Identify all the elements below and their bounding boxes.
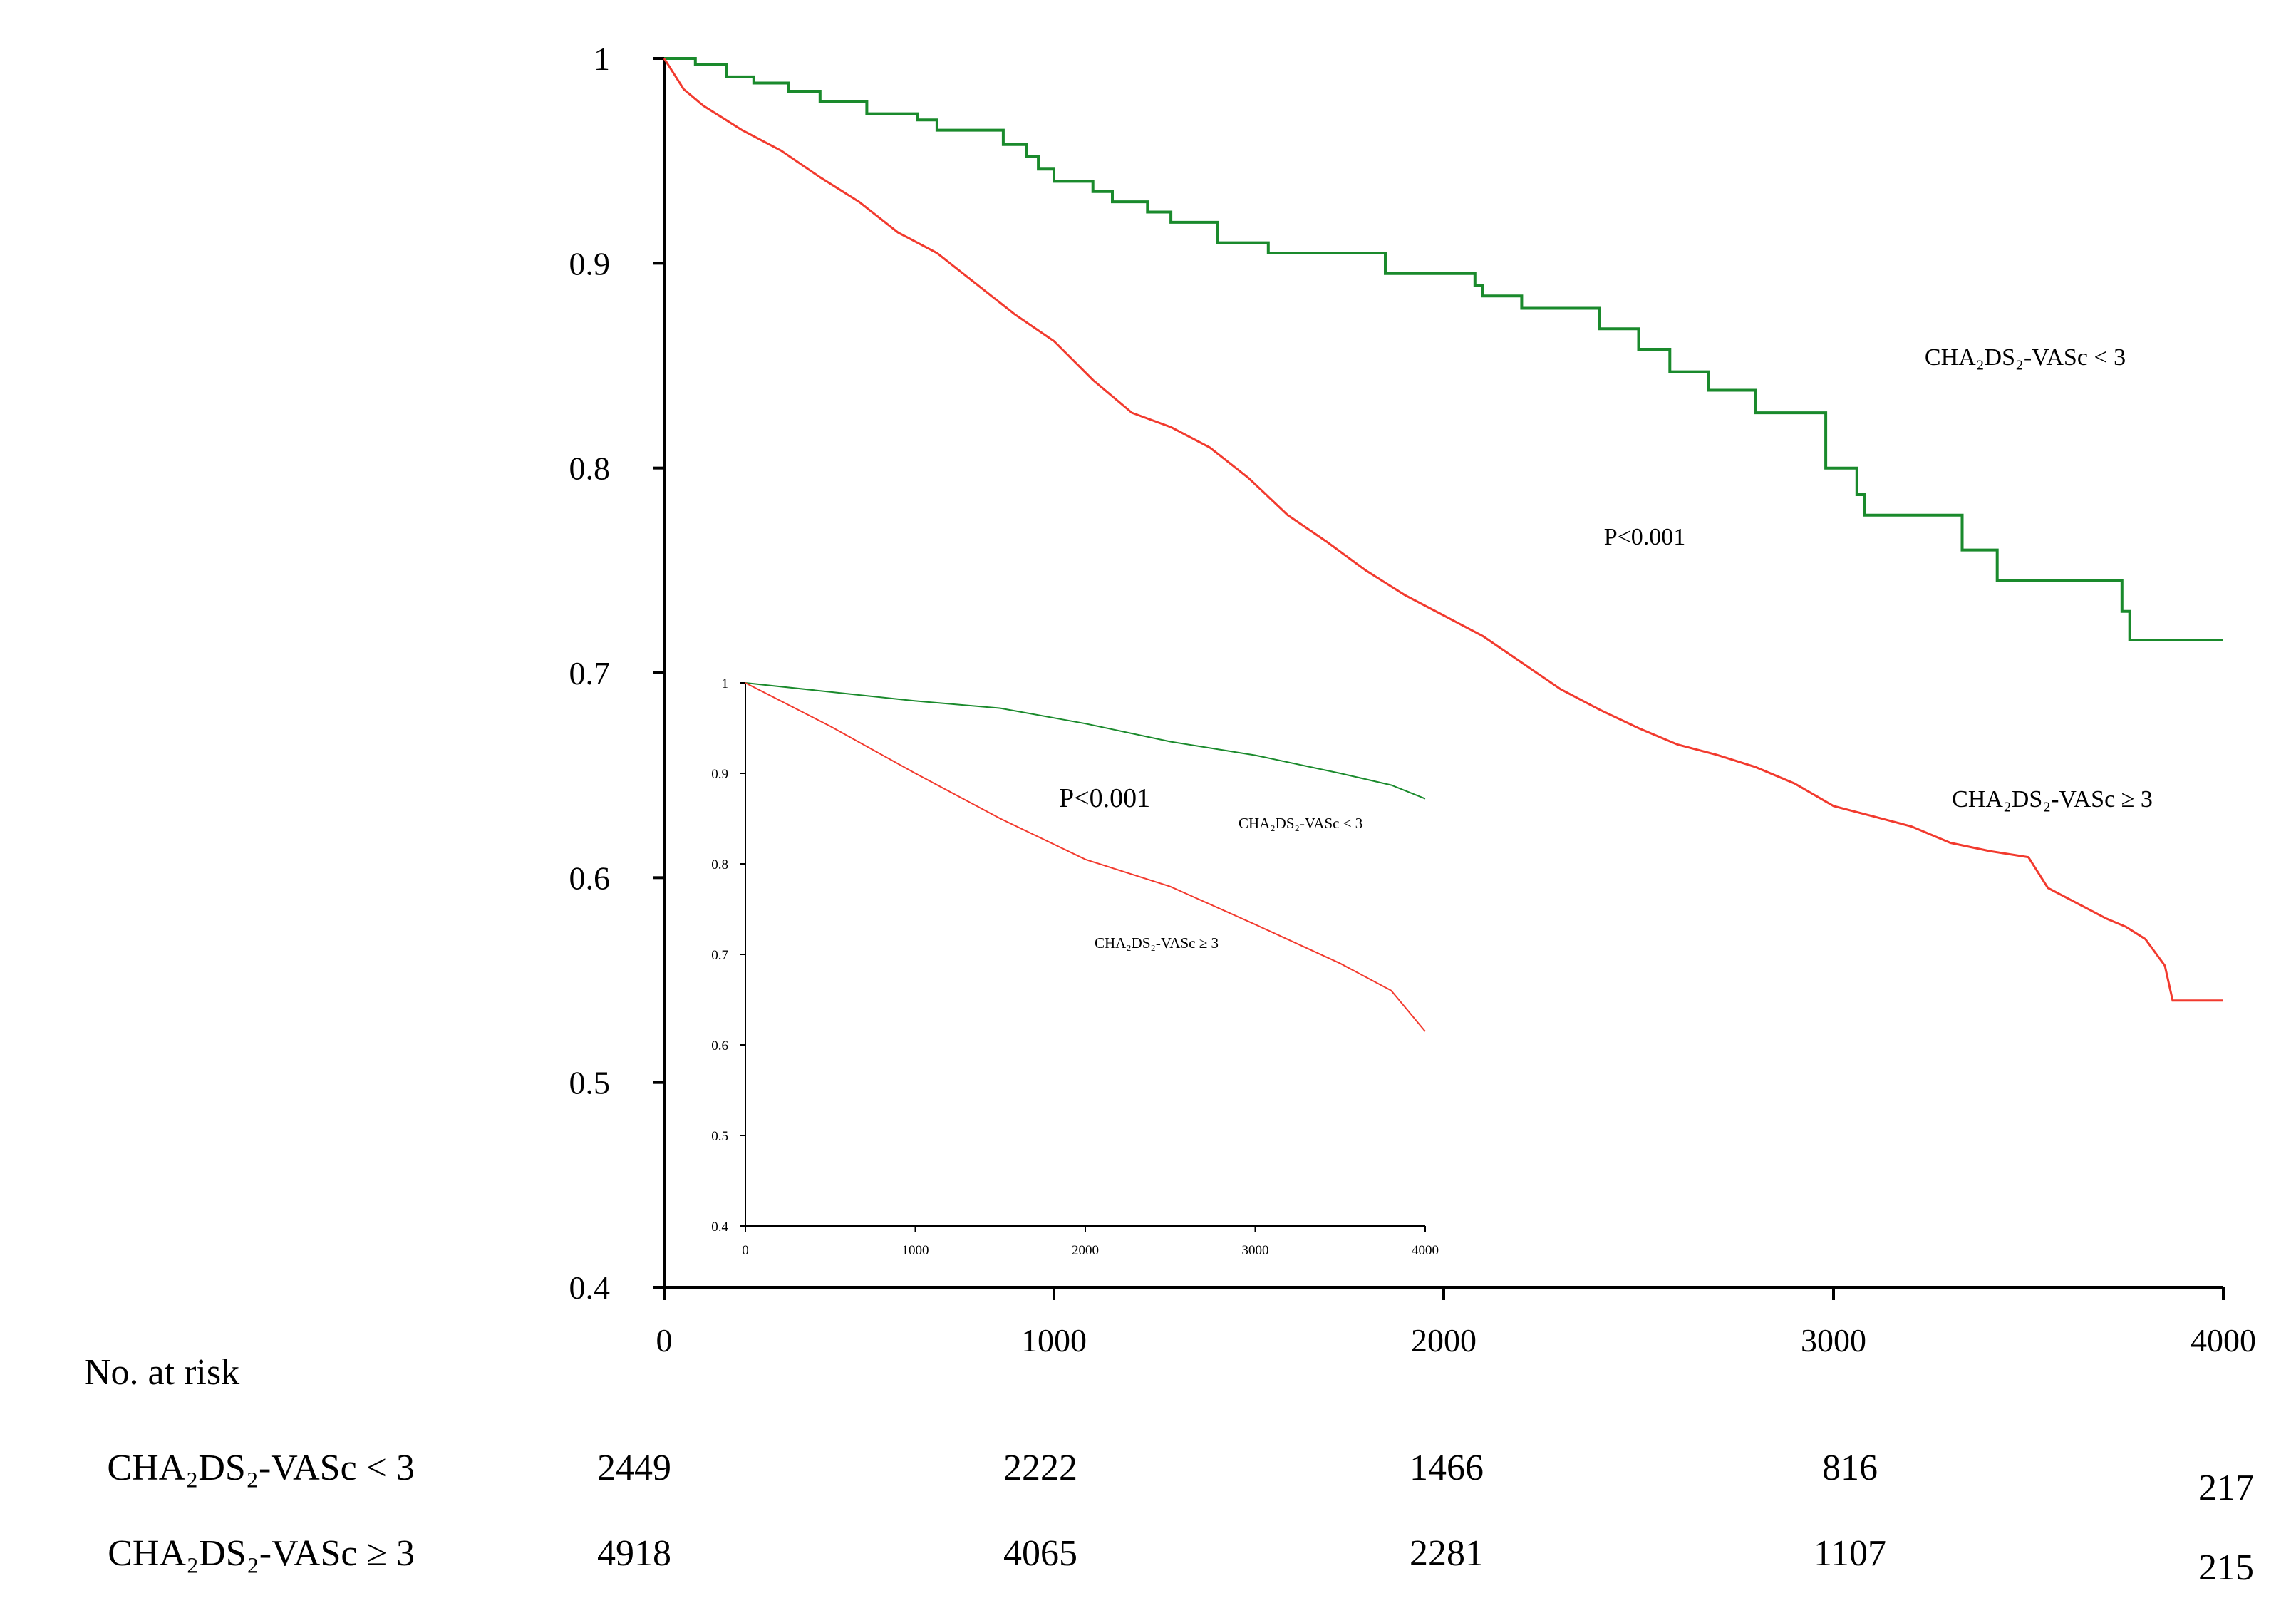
main-y-tick-label: 0.5 <box>569 1065 611 1101</box>
main-y-tick-label: 0.8 <box>569 450 611 487</box>
inset-x-tick-label: 4000 <box>1412 1243 1439 1258</box>
main-x-tick-label: 1000 <box>1021 1322 1087 1359</box>
risk-count: 2281 <box>1410 1533 1484 1574</box>
risk-count: 217 <box>2198 1468 2254 1508</box>
main-x-tick-label: 2000 <box>1411 1322 1477 1359</box>
inset-p-value: P<0.001 <box>1059 783 1150 813</box>
main-x-tick-label: 3000 <box>1801 1322 1866 1359</box>
inset-series-low-score-line <box>745 682 1426 800</box>
main-y-tick-label: 0.9 <box>569 245 611 282</box>
main-x-tick-label: 0 <box>656 1322 673 1359</box>
risk-row-low-score-label: CHA₂DS₂-VASc < 3 <box>107 1448 415 1488</box>
inset-series-low-score-label: CHA₂DS₂-VASc < 3 <box>1239 815 1362 832</box>
main-y-tick-label: 1 <box>594 41 610 77</box>
main-series-low-score-label: CHA₂DS₂-VASc < 3 <box>1925 344 2126 371</box>
risk-count: 4065 <box>1003 1533 1077 1574</box>
inset-y-tick-label: 0.6 <box>711 1038 728 1053</box>
inset-x-tick-label: 1000 <box>902 1243 929 1258</box>
main-p-value: P<0.001 <box>1604 524 1686 550</box>
risk-count: 1107 <box>1814 1533 1886 1574</box>
main-y-tick-label: 0.6 <box>569 860 611 896</box>
risk-count: 816 <box>1822 1448 1878 1488</box>
inset-x-tick-label: 2000 <box>1072 1243 1099 1258</box>
main-y-tick-label: 0.4 <box>569 1269 611 1306</box>
inset-x-tick-label: 0 <box>742 1243 749 1258</box>
inset-y-tick-label: 0.4 <box>711 1220 728 1235</box>
risk-count: 4918 <box>597 1533 671 1574</box>
inset-chart: 0.4 0.5 0.6 0.7 0.8 0.9 1 0 1000 2000 3000 4000 CHA₂… <box>711 676 1439 1258</box>
risk-table: No. at risk CHA₂DS₂-VASc < 3 2449 2222 1466… <box>84 1352 2254 1588</box>
risk-count: 215 <box>2198 1547 2254 1588</box>
inset-y-tick-label: 0.9 <box>711 767 728 782</box>
inset-y-tick-label: 1 <box>722 676 729 691</box>
main-series-low-score-line <box>664 57 2223 641</box>
main-series-high-score-line <box>663 58 2223 1002</box>
main-y-tick-label: 0.7 <box>569 655 611 691</box>
inset-series-high-score-label: CHA₂DS₂-VASc ≥ 3 <box>1095 934 1219 952</box>
risk-count: 2449 <box>597 1448 671 1488</box>
risk-count: 2222 <box>1003 1448 1077 1488</box>
inset-y-tick-label: 0.5 <box>711 1129 728 1144</box>
main-series-high-score-label: CHA₂DS₂-VASc ≥ 3 <box>1952 786 2153 813</box>
main-chart: 0.4 0.5 0.6 0.7 0.8 0.9 1 0 1000 2000 3000 4000 CHA₂… <box>569 41 2257 1359</box>
inset-y-tick-label: 0.8 <box>711 857 728 872</box>
main-x-tick-label: 4000 <box>2191 1322 2256 1359</box>
inset-y-tick-label: 0.7 <box>711 948 728 963</box>
risk-row-high-score-label: CHA₂DS₂-VASc ≥ 3 <box>108 1533 415 1574</box>
inset-x-tick-label: 3000 <box>1242 1243 1269 1258</box>
risk-table-title: No. at risk <box>84 1352 239 1393</box>
inset-series-high-score-line <box>745 682 1426 1032</box>
risk-count: 1466 <box>1410 1448 1484 1488</box>
